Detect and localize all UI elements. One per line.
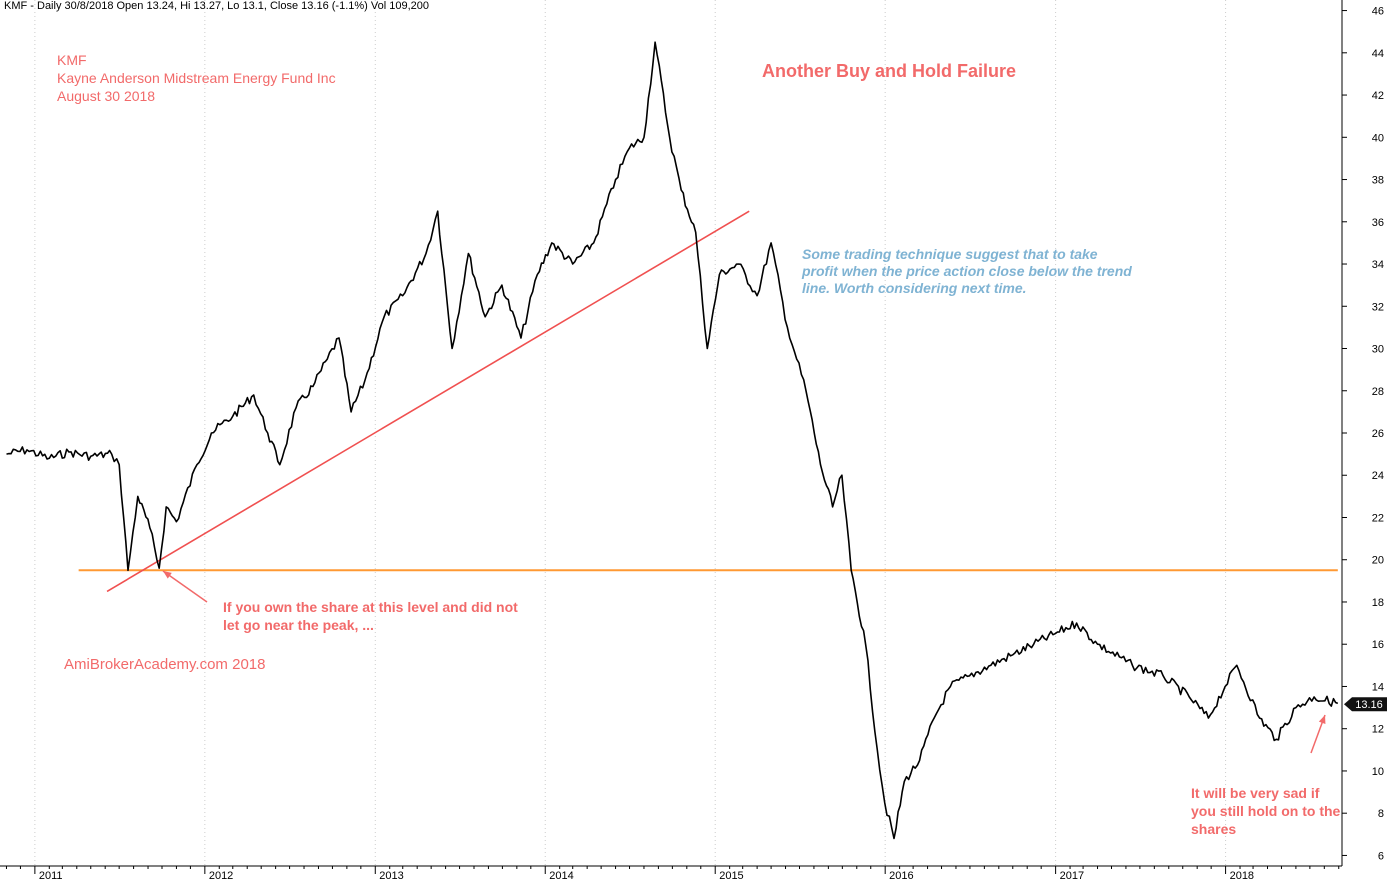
y-tick-label: 12 [1372, 724, 1384, 736]
y-tick-label: 34 [1372, 259, 1384, 271]
y-tick-label: 6 [1378, 850, 1384, 862]
y-tick-label: 36 [1372, 217, 1384, 229]
x-tick-label: 2016 [889, 870, 913, 882]
chart-grid [34, 0, 1227, 866]
last-close-marker [1344, 697, 1387, 712]
y-tick-label: 42 [1372, 90, 1384, 102]
arrow-to-support-head [163, 571, 172, 579]
arrow-to-support [162, 570, 208, 603]
y-tick-label: 24 [1372, 470, 1384, 482]
last-close-badge: 13.16 [1344, 697, 1387, 712]
last-close-label: 13.16 [1355, 699, 1383, 711]
y-tick-label: 28 [1372, 386, 1384, 398]
x-tick-label: 2011 [39, 870, 63, 882]
hold-warning-note: It will be very sad if you still hold on… [1191, 785, 1341, 837]
y-tick-label: 46 [1372, 6, 1384, 18]
title-block: KMF Kayne Anderson Midstream Energy Fund… [57, 51, 336, 105]
trend-line-note: Some trading technique suggest that to t… [802, 246, 1132, 296]
y-tick-label: 30 [1372, 344, 1384, 356]
y-tick-label: 14 [1372, 681, 1384, 693]
y-axis: 6 8 10 12 14 16 18 20 22 24 26 28 30 32 34 36 38 40 42 44 46 [1341, 0, 1384, 866]
date-label: August 30 2018 [57, 88, 156, 104]
y-tick-label: 40 [1372, 132, 1384, 144]
x-axis: 2011 2012 2013 2014 2015 2016 2017 2018 [0, 865, 1342, 882]
x-tick-label: 2012 [209, 870, 233, 882]
y-tick-label: 38 [1372, 175, 1384, 187]
main-annotation-title: Another Buy and Hold Failure [762, 61, 1017, 81]
x-tick-label: 2013 [379, 870, 403, 882]
company-label: Kayne Anderson Midstream Energy Fund Inc [57, 70, 336, 86]
y-tick-label: 44 [1372, 48, 1384, 60]
support-level-note: If you own the share at this level and d… [223, 599, 518, 633]
x-tick-label: 2015 [719, 870, 743, 882]
y-tick-label: 20 [1372, 555, 1384, 567]
y-tick-label: 10 [1372, 766, 1384, 778]
price-series [6, 41, 1339, 840]
trend-line [106, 210, 750, 593]
x-tick-label: 2017 [1060, 870, 1084, 882]
annotation-arrows [162, 570, 1326, 754]
x-tick-label: 2018 [1230, 870, 1254, 882]
annotation-lines [78, 210, 1338, 593]
y-tick-label: 16 [1372, 639, 1384, 651]
chart-header: KMF - Daily 30/8/2018 Open 13.24, Hi 13.… [4, 0, 429, 12]
x-tick-label: 2014 [549, 870, 573, 882]
price-line [6, 41, 1339, 840]
y-tick-label: 18 [1372, 597, 1384, 609]
y-tick-label: 22 [1372, 512, 1384, 524]
y-tick-label: 8 [1378, 808, 1384, 820]
watermark-text: AmiBrokerAcademy.com 2018 [64, 656, 266, 673]
y-tick-label: 26 [1372, 428, 1384, 440]
arrow-to-last-price-head [1318, 715, 1326, 724]
ticker-label: KMF [57, 52, 87, 68]
y-tick-label: 32 [1372, 301, 1384, 313]
